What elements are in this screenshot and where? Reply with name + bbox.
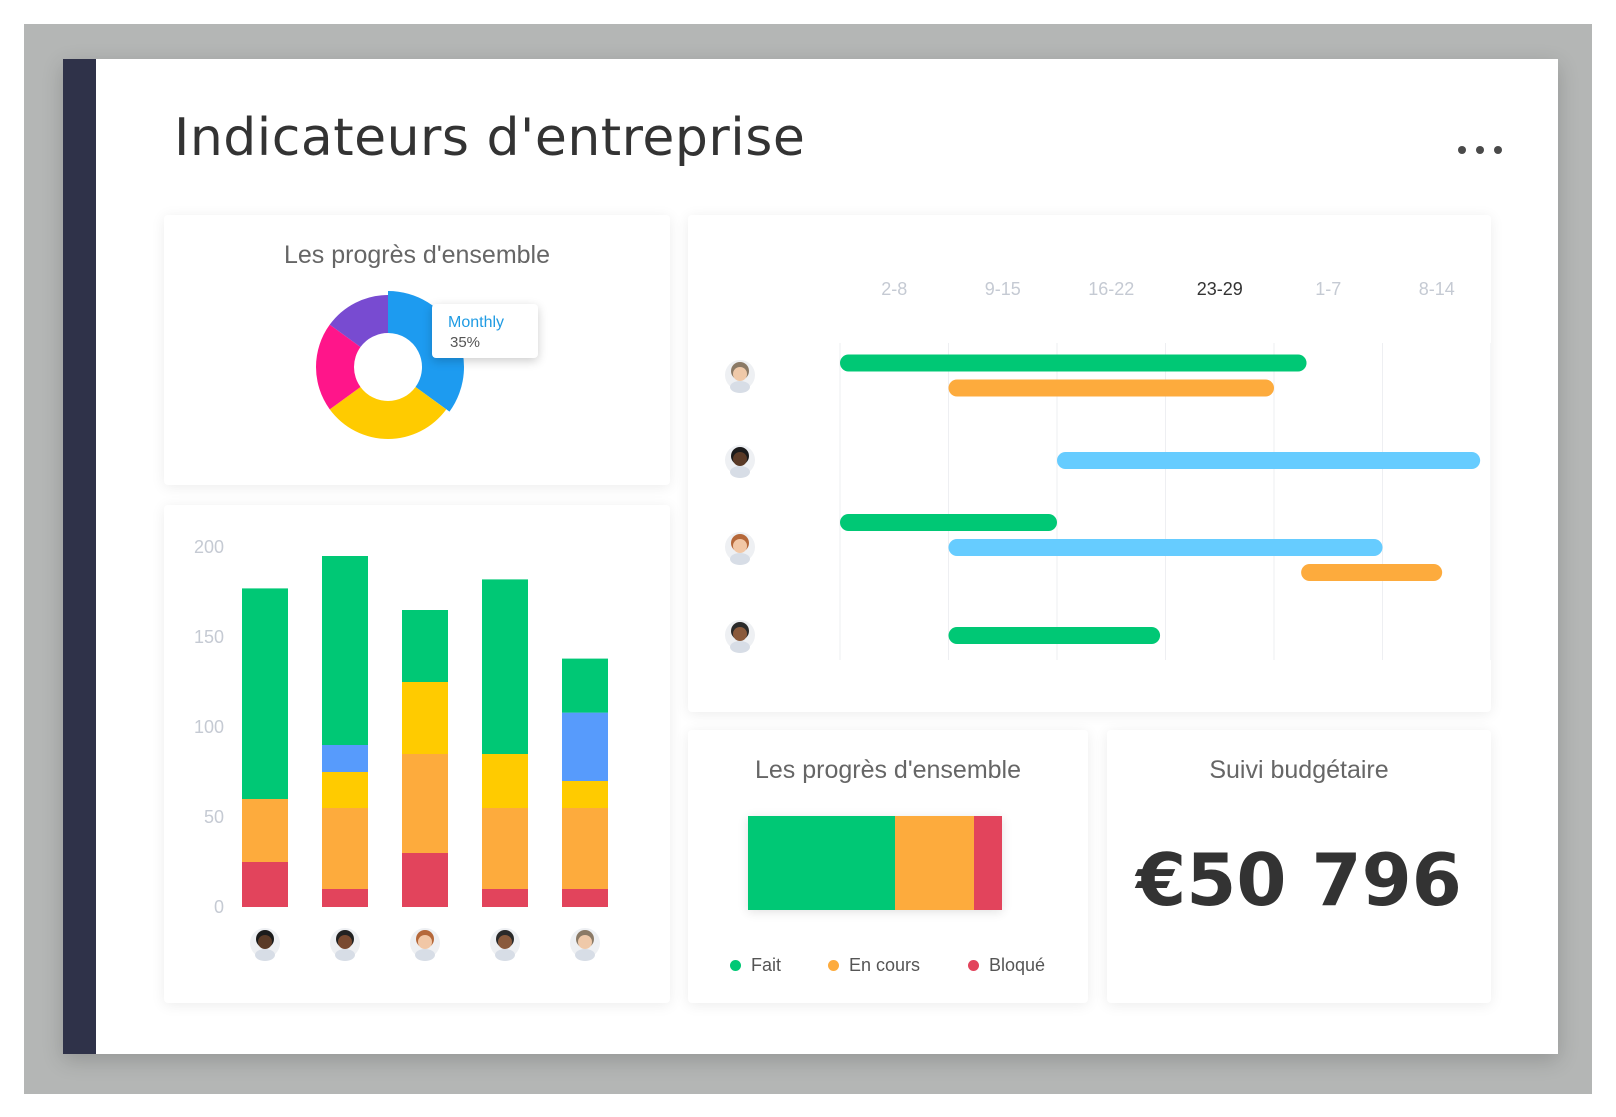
more-horizontal-icon	[1476, 146, 1484, 154]
bar-segment[interactable]	[402, 853, 448, 907]
stacked-bar-chart: 0 50 100 150 200	[194, 537, 608, 961]
bar-segment[interactable]	[562, 712, 608, 781]
bar-segment[interactable]	[562, 808, 608, 889]
sidebar-strip	[63, 59, 96, 1054]
y-tick-label: 200	[194, 537, 224, 557]
bar-segment[interactable]	[482, 808, 528, 889]
legend-label: Fait	[751, 955, 782, 975]
card-title: Suivi budgétaire	[1209, 756, 1389, 784]
legend-label: Bloqué	[989, 955, 1046, 975]
progress-segment[interactable]	[748, 816, 896, 910]
bar-segment[interactable]	[482, 579, 528, 754]
bar-segment[interactable]	[322, 745, 368, 772]
timeline-column-label: 16-22	[1088, 279, 1134, 299]
more-options-button[interactable]	[1458, 138, 1502, 162]
y-tick-label: 100	[194, 717, 224, 737]
gantt-bar[interactable]	[1301, 564, 1443, 581]
budget-tracking-card: Suivi budgétaire €50 796	[1107, 730, 1491, 1003]
avatar-person-icon	[490, 928, 520, 961]
legend-label: En cours	[849, 955, 921, 975]
timeline-column-label: 8-14	[1419, 279, 1455, 299]
legend-item-en-cours: En cours	[828, 955, 920, 976]
legend-item-fait: Fait	[730, 955, 781, 976]
overall-progress-bar-card: Les progrès d'ensemble Fait En cours Blo…	[688, 730, 1088, 1003]
tooltip-value: 35%	[450, 334, 481, 351]
gantt-bar[interactable]	[948, 539, 1383, 556]
bar-segment[interactable]	[402, 610, 448, 682]
donut-slice[interactable]	[316, 324, 361, 410]
donut-chart[interactable]	[164, 215, 670, 485]
bar-segment[interactable]	[562, 658, 608, 713]
progress-segment[interactable]	[974, 816, 1002, 910]
donut-slice[interactable]	[329, 295, 388, 348]
avatar-person-icon	[725, 532, 755, 565]
avatar-person-icon	[725, 360, 755, 393]
bar-segment[interactable]	[242, 588, 288, 799]
orange-dot-icon	[828, 960, 839, 971]
red-dot-icon	[968, 960, 979, 971]
bar-segment[interactable]	[482, 754, 528, 808]
bar-segment[interactable]	[482, 889, 528, 907]
card-title: Les progrès d'ensemble	[283, 241, 551, 269]
avatar-person-icon	[250, 928, 280, 961]
budget-value: €50 796	[1136, 838, 1462, 922]
avatar-person-icon	[570, 928, 600, 961]
avatar-person-icon	[410, 928, 440, 961]
bar-segment[interactable]	[562, 781, 608, 808]
overall-progress-donut-card: Les progrès d'ensemble Monthly 35%	[164, 215, 670, 485]
y-tick-label: 0	[214, 897, 224, 917]
stacked-bar-chart-card: 0 50 100 150 200	[164, 505, 670, 1003]
bar-segment[interactable]	[322, 772, 368, 808]
green-dot-icon	[730, 960, 741, 971]
chart-tooltip: Monthly 35%	[432, 304, 538, 358]
avatar-person-icon	[725, 620, 755, 653]
gantt-bar[interactable]	[948, 627, 1161, 644]
bar-segment[interactable]	[402, 754, 448, 853]
legend-item-bloque: Bloqué	[968, 955, 1045, 976]
more-horizontal-icon	[1494, 146, 1502, 154]
gantt-bar[interactable]	[840, 514, 1057, 531]
timeline-gantt-card: 2-8 9-15 16-22 23-29 1-7 8-14	[688, 215, 1492, 712]
card-title: Les progrès d'ensemble	[754, 756, 1022, 784]
bar-segment[interactable]	[562, 889, 608, 907]
gantt-chart: 2-8 9-15 16-22 23-29 1-7 8-14	[725, 279, 1492, 660]
gantt-bar[interactable]	[948, 379, 1275, 397]
bar-segment[interactable]	[242, 799, 288, 862]
avatar-person-icon	[330, 928, 360, 961]
page-title: Indicateurs d'entreprise	[174, 108, 806, 168]
bar-segment[interactable]	[402, 682, 448, 754]
y-tick-label: 150	[194, 627, 224, 647]
timeline-column-label: 23-29	[1197, 279, 1243, 299]
timeline-column-label: 1-7	[1315, 279, 1341, 299]
gantt-bar[interactable]	[1057, 452, 1481, 469]
timeline-column-label: 2-8	[881, 279, 907, 299]
progress-segment[interactable]	[895, 816, 975, 910]
stacked-progress-bar[interactable]	[748, 816, 1002, 910]
bar-segment[interactable]	[322, 889, 368, 907]
more-horizontal-icon	[1458, 146, 1466, 154]
y-tick-label: 50	[204, 807, 224, 827]
tooltip-label: Monthly	[448, 314, 505, 331]
avatar-person-icon	[725, 445, 755, 478]
bar-segment[interactable]	[322, 556, 368, 745]
gantt-bar[interactable]	[840, 354, 1307, 372]
bar-segment[interactable]	[242, 862, 288, 907]
donut-slice[interactable]	[329, 386, 447, 439]
bar-segment[interactable]	[322, 808, 368, 889]
timeline-column-label: 9-15	[985, 279, 1021, 299]
